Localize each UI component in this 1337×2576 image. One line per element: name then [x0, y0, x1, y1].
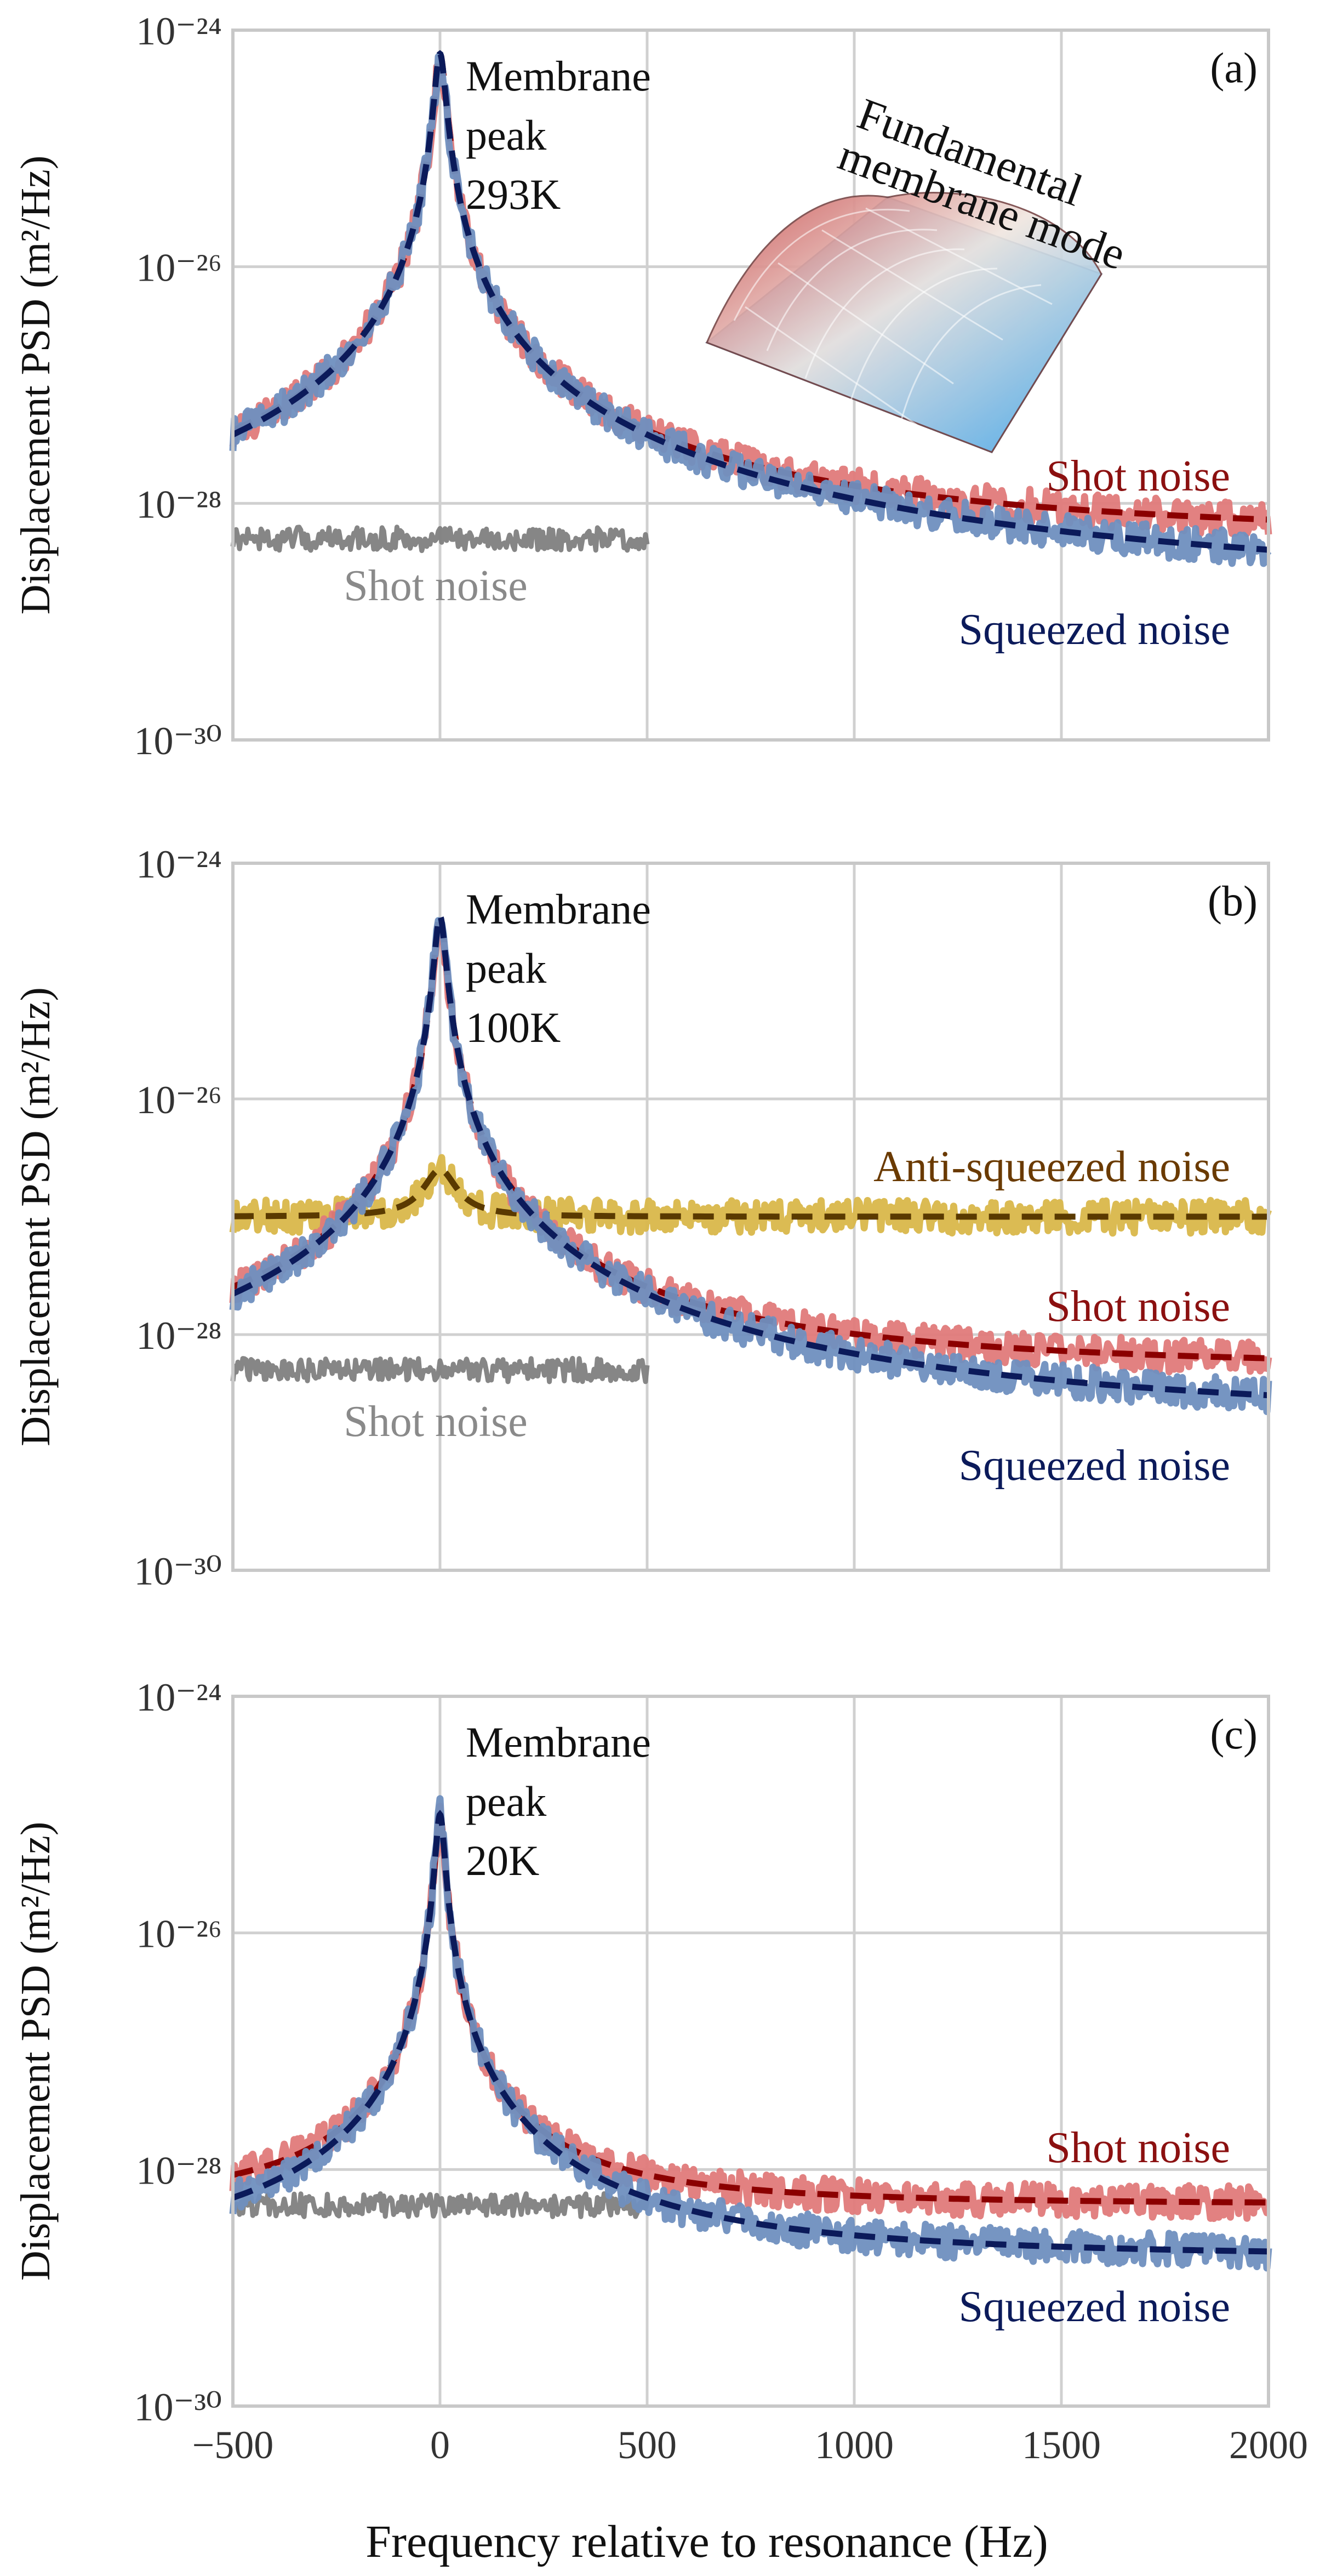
plot-frame	[231, 1695, 1270, 2408]
series-label-anti: Anti-squeezed noise	[873, 1143, 1230, 1191]
peak-label-line: peak	[466, 944, 546, 992]
x-tick-label: 0	[430, 2423, 450, 2467]
x-tick-label: 500	[618, 2423, 677, 2467]
panel-0: 10⁻³⁰ 10⁻²⁸ 10⁻²⁶ 10⁻²⁴ Displacement PSD (m²…	[13, 9, 1272, 763]
series-data-shot-noise	[230, 1355, 650, 1384]
peak-label-line: Membrane	[466, 1718, 651, 1766]
peak-label-line: Membrane	[466, 52, 651, 100]
series-label-squeezed: Squeezed noise	[959, 1441, 1230, 1490]
series-fit-squeezed-noise	[231, 912, 1269, 1399]
panel-id: (a)	[1210, 44, 1258, 92]
y-tick-label: 10⁻²⁶	[136, 1078, 222, 1122]
x-axis-label: Frequency relative to resonance (Hz)	[365, 2516, 1048, 2567]
y-tick-label: 10⁻²⁴	[136, 1675, 222, 1719]
panel-id: (b)	[1208, 877, 1258, 925]
y-tick-label: 10⁻²⁶	[136, 246, 222, 290]
series-label-shot-grey: Shot noise	[344, 562, 528, 610]
series-data-shot-noise	[231, 2191, 650, 2219]
x-tick-label: 2000	[1229, 2423, 1308, 2467]
series-data-squeezed-noise	[229, 917, 1272, 1415]
y-tick-label: 10⁻²⁴	[136, 9, 222, 53]
y-tick-label: 10⁻²⁶	[136, 1912, 222, 1956]
y-axis-label: Displacement PSD (m²/Hz)	[13, 987, 59, 1446]
y-tick-label: 10⁻²⁸	[136, 2148, 222, 2192]
peak-label-line: 293K	[466, 170, 561, 218]
y-axis-label: Displacement PSD (m²/Hz)	[13, 156, 59, 615]
peak-label-line: 20K	[466, 1837, 539, 1884]
series-label-squeezed: Squeezed noise	[959, 2283, 1230, 2331]
plot-frame	[231, 862, 1270, 1572]
series-label-shot-red: Shot noise	[1046, 452, 1230, 500]
series-label-shot-red: Shot noise	[1046, 1283, 1230, 1331]
membrane-mode-inset: Fundamental membrane mode	[705, 88, 1132, 453]
peak-label-line: peak	[466, 1777, 546, 1825]
x-tick-label: 1000	[815, 2423, 894, 2467]
x-tick-label: −500	[192, 2423, 274, 2467]
panel-id: (c)	[1210, 1710, 1258, 1758]
membrane-surface	[705, 192, 1102, 453]
y-tick-label: 10⁻²⁸	[136, 482, 222, 526]
peak-label-line: 100K	[466, 1004, 561, 1051]
series-label-squeezed: Squeezed noise	[959, 606, 1230, 654]
plot-frame	[231, 29, 1270, 742]
series-fit-squeezed-noise	[232, 1809, 1269, 2255]
y-tick-label: 10⁻²⁴	[136, 842, 222, 886]
peak-label-line: peak	[466, 111, 546, 159]
y-axis-label: Displacement PSD (m²/Hz)	[13, 1822, 59, 2281]
y-tick-label: 10⁻²⁸	[136, 1314, 222, 1358]
peak-label-line: Membrane	[466, 885, 651, 933]
x-tick-label: 1500	[1022, 2423, 1101, 2467]
series-label-shot-grey: Shot noise	[344, 1398, 528, 1446]
panel-1: 10⁻³⁰ 10⁻²⁸ 10⁻²⁶ 10⁻²⁴ Displacement PSD (m²…	[13, 842, 1272, 1593]
series-data-shot-noise	[230, 525, 650, 554]
panel-2: 10⁻³⁰ 10⁻²⁸ 10⁻²⁶ 10⁻²⁴ −500 0 500 1000 1500 2000…	[13, 1675, 1308, 2467]
y-tick-label: 10⁻³⁰	[134, 2385, 222, 2429]
series-label-shot-red: Shot noise	[1046, 2124, 1230, 2172]
y-tick-label: 10⁻³⁰	[134, 719, 222, 763]
y-tick-label: 10⁻³⁰	[134, 1549, 222, 1593]
series-fit-squeezed-noise	[231, 50, 1269, 553]
series-fit-anti-squeezed-noise	[233, 1166, 1269, 1220]
